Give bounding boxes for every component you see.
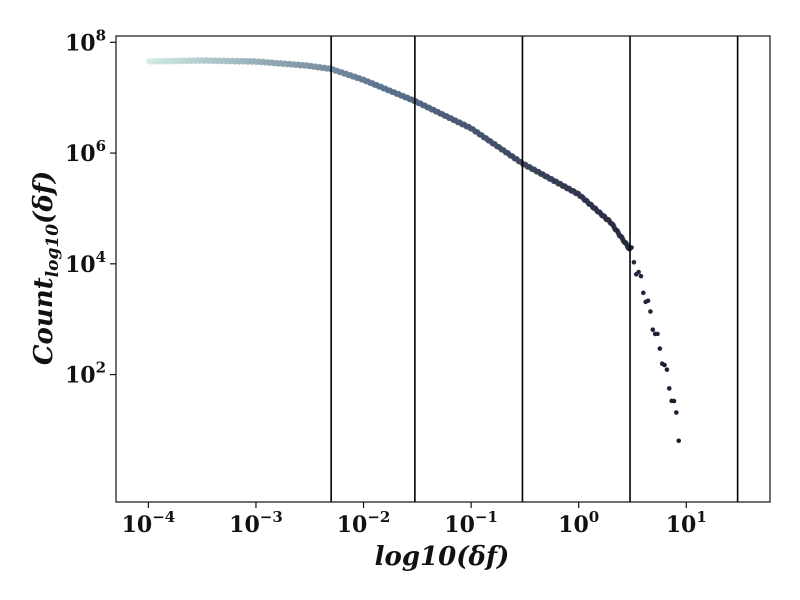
y-tick-label-0: 102 bbox=[65, 359, 106, 389]
data-point-832 bbox=[662, 362, 667, 368]
x-tick-label-2: 10−2 bbox=[337, 508, 391, 538]
x-tick-label-0: 10−4 bbox=[122, 508, 176, 538]
data-point-822 bbox=[638, 273, 644, 279]
y-axis-label: Countlog10(δf) bbox=[29, 171, 63, 365]
x-tick-label-1: 10−3 bbox=[229, 508, 283, 538]
y-tick-label-2: 106 bbox=[65, 137, 106, 167]
y-tick-label-3: 108 bbox=[65, 26, 106, 56]
y-axis-label-tail: (δf) bbox=[29, 171, 59, 224]
vertical-lines bbox=[330, 36, 739, 502]
x-tick-label-3: 10−1 bbox=[444, 508, 498, 538]
data-point-829 bbox=[655, 331, 660, 337]
y-axis: 102 104 106 108 bbox=[65, 26, 116, 389]
data-point-825 bbox=[645, 298, 651, 304]
y-tick-label-1: 104 bbox=[65, 248, 106, 278]
data-point-836 bbox=[671, 398, 677, 404]
x-axis-label: log10(δf) bbox=[375, 542, 510, 572]
x-tick-label-5: 101 bbox=[666, 508, 707, 538]
y-axis-label-main: Count bbox=[29, 277, 59, 365]
data-point-823 bbox=[641, 290, 646, 296]
data-point-830 bbox=[657, 346, 663, 351]
data-point-821 bbox=[636, 269, 641, 275]
data-point-837 bbox=[674, 410, 679, 415]
data-point-833 bbox=[664, 367, 670, 372]
plot-frame bbox=[115, 35, 771, 503]
data-point-838 bbox=[676, 438, 681, 444]
data-point-826 bbox=[648, 309, 653, 314]
data-point-834 bbox=[666, 386, 672, 391]
y-axis-label-sub: log10 bbox=[43, 224, 63, 278]
data-point-827 bbox=[650, 327, 656, 332]
x-axis: 10−4 10−3 10−2 10−1 100 101 bbox=[122, 502, 707, 538]
x-tick-label-4: 100 bbox=[558, 508, 599, 538]
data-point-819 bbox=[631, 259, 637, 265]
data-points bbox=[145, 57, 681, 444]
